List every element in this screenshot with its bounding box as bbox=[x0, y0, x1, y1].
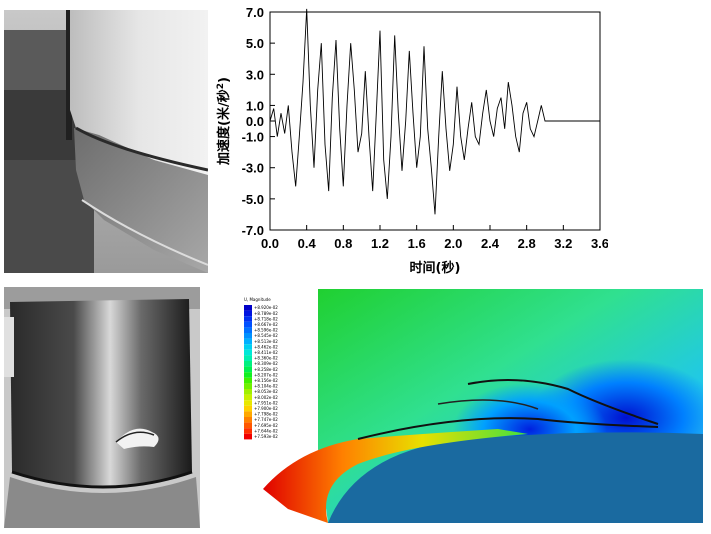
legend-value: +8.667e-02 bbox=[254, 322, 278, 327]
legend-swatch bbox=[244, 372, 252, 378]
y-tick-label: 7.0 bbox=[246, 8, 264, 20]
legend-swatch bbox=[244, 305, 252, 311]
x-tick-label: 2.4 bbox=[481, 236, 500, 251]
legend-swatch bbox=[244, 394, 252, 401]
legend-value: +8.258e-02 bbox=[254, 367, 278, 372]
legend-value: +8.053e-02 bbox=[254, 389, 278, 394]
x-tick-label: 3.2 bbox=[554, 236, 572, 251]
legend-value: +8.718e-02 bbox=[254, 316, 278, 321]
x-axis-title: 时间(秒) bbox=[410, 260, 461, 276]
legend-swatch bbox=[244, 377, 252, 384]
legend-value: +8.596e-02 bbox=[254, 328, 278, 333]
fea-contour-plot: U, Magnitude +8.920e-02 +8.789e-02 +8.718e… bbox=[238, 289, 703, 523]
legend-value: +7.900e-02 bbox=[254, 406, 278, 411]
legend-value: +7.695e-02 bbox=[254, 423, 278, 428]
legend-swatch bbox=[244, 327, 252, 333]
legend-swatch bbox=[244, 366, 252, 373]
legend-swatch bbox=[244, 411, 252, 417]
y-tick-label: -3.0 bbox=[242, 161, 264, 176]
acceleration-chart: 7.0 5.0 3.0 1.0 0.0 -1.0 -3.0 -5.0 -7.0 0.0 0.4 0.… bbox=[208, 8, 608, 278]
legend-value: +8.207e-02 bbox=[254, 372, 278, 377]
x-tick-label: 1.2 bbox=[371, 236, 389, 251]
legend-title: U, Magnitude bbox=[244, 297, 271, 302]
legend-value: +8.513e-02 bbox=[254, 339, 278, 344]
legend-swatch bbox=[244, 321, 252, 328]
y-tick-label: 0.0 bbox=[246, 114, 264, 129]
legend-value: +8.411e-02 bbox=[254, 350, 278, 355]
legend-swatch bbox=[244, 433, 252, 440]
legend-value: +8.545e-02 bbox=[254, 333, 278, 338]
legend-swatch bbox=[244, 405, 252, 412]
x-tick-label: 1.6 bbox=[408, 236, 426, 251]
y-tick-label: 3.0 bbox=[246, 67, 264, 82]
x-tick-label: 0.0 bbox=[261, 236, 279, 251]
y-axis-title: 加速度(米/秒2) bbox=[216, 77, 232, 166]
legend-swatch bbox=[244, 400, 252, 406]
legend-swatch bbox=[244, 422, 252, 429]
legend-value: +7.747e-02 bbox=[254, 417, 278, 422]
buckled-tank-base-photo bbox=[4, 10, 208, 273]
legend-value: +8.104e-02 bbox=[254, 384, 278, 389]
legend-swatch bbox=[244, 361, 252, 367]
y-tick-label: 1.0 bbox=[246, 98, 264, 113]
legend-value: +7.593e-02 bbox=[254, 434, 278, 439]
legend-swatch bbox=[244, 310, 252, 317]
legend-swatch bbox=[244, 333, 252, 339]
legend-value: +8.789e-02 bbox=[254, 311, 278, 316]
legend-value: +7.798e-02 bbox=[254, 412, 278, 417]
x-tick-label: 2.0 bbox=[444, 236, 462, 251]
legend-value: +8.360e-02 bbox=[254, 356, 278, 361]
legend-value: +8.309e-02 bbox=[254, 361, 278, 366]
x-tick-label: 0.8 bbox=[334, 236, 352, 251]
y-tick-label: -7.0 bbox=[242, 223, 264, 238]
fea-legend: U, Magnitude +8.920e-02+8.789e-02+8.718e… bbox=[244, 297, 278, 440]
x-tick-label: 3.6 bbox=[591, 236, 608, 251]
legend-swatch bbox=[244, 389, 252, 395]
y-tick-label: 5.0 bbox=[246, 36, 264, 51]
legend-value: +8.462e-02 bbox=[254, 344, 278, 349]
legend-value: +7.644e-02 bbox=[254, 428, 278, 433]
x-tick-label: 0.4 bbox=[298, 236, 317, 251]
legend-swatch bbox=[244, 344, 252, 350]
legend-swatch bbox=[244, 417, 252, 423]
legend-swatch bbox=[244, 338, 252, 345]
legend-value: +7.951e-02 bbox=[254, 400, 278, 405]
acceleration-series-line bbox=[269, 8, 600, 215]
legend-swatch bbox=[244, 349, 252, 356]
x-tick-label: 2.8 bbox=[518, 236, 536, 251]
legend-swatch bbox=[244, 316, 252, 322]
y-tick-label: -5.0 bbox=[242, 192, 264, 207]
legend-swatch bbox=[244, 383, 252, 389]
legend-value: +8.002e-02 bbox=[254, 395, 278, 400]
legend-value: +8.156e-02 bbox=[254, 378, 278, 383]
legend-swatch bbox=[244, 428, 252, 434]
y-tick-label: -1.0 bbox=[242, 130, 264, 145]
legend-swatch bbox=[244, 355, 252, 361]
legend-value: +8.920e-02 bbox=[254, 305, 278, 310]
tank-elephant-foot-photo bbox=[4, 287, 200, 528]
